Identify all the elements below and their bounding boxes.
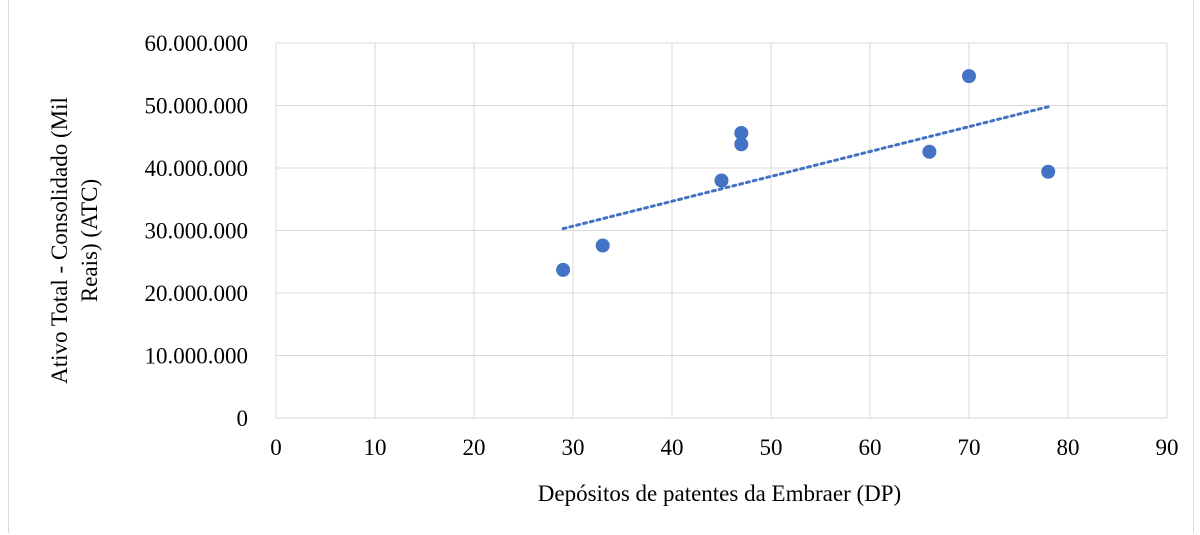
data-point xyxy=(734,137,749,152)
x-tick-label: 80 xyxy=(1057,435,1080,460)
y-tick-label: 60.000.000 xyxy=(145,31,249,56)
y-axis-title: Ativo Total - Consolidado (Mil Reais) (A… xyxy=(47,97,102,384)
data-points xyxy=(556,69,1056,277)
y-tick-label: 40.000.000 xyxy=(145,156,249,181)
y-tick-label: 0 xyxy=(237,406,249,431)
y-axis-title-line-1: Ativo Total - Consolidado (Mil xyxy=(47,97,72,384)
data-point xyxy=(962,69,976,84)
data-point xyxy=(922,144,937,159)
x-tick-label: 10 xyxy=(364,435,387,460)
y-tick-label: 30.000.000 xyxy=(145,219,249,244)
y-tick-label: 20.000.000 xyxy=(145,281,249,306)
x-tick-label: 60 xyxy=(859,435,882,460)
grid xyxy=(275,42,1168,419)
chart-frame xyxy=(8,0,1194,533)
data-point xyxy=(714,173,729,188)
x-tick-label: 50 xyxy=(760,435,783,460)
data-point xyxy=(1041,164,1056,179)
x-tick-label: 20 xyxy=(463,435,486,460)
y-tick-label: 10.000.000 xyxy=(145,344,249,369)
x-tick-label: 30 xyxy=(562,435,585,460)
data-point xyxy=(734,126,749,140)
data-point xyxy=(556,262,571,277)
data-point xyxy=(595,238,610,253)
y-tick-labels: 0 10.000.000 20.000.000 30.000.000 40.000.00… xyxy=(145,31,249,431)
x-tick-labels: 0 10 20 30 40 50 60 70 80 90 xyxy=(270,435,1178,460)
x-axis-title: Depósitos de patentes da Embraer (DP) xyxy=(538,481,901,506)
x-tick-label: 70 xyxy=(958,435,981,460)
x-tick-label: 40 xyxy=(661,435,684,460)
x-tick-label: 0 xyxy=(270,435,282,460)
x-tick-label: 90 xyxy=(1156,435,1179,460)
y-tick-label: 50.000.000 xyxy=(145,94,249,119)
y-axis-title-line-2: Reais) (ATC) xyxy=(77,179,102,302)
trendline xyxy=(561,105,1050,231)
